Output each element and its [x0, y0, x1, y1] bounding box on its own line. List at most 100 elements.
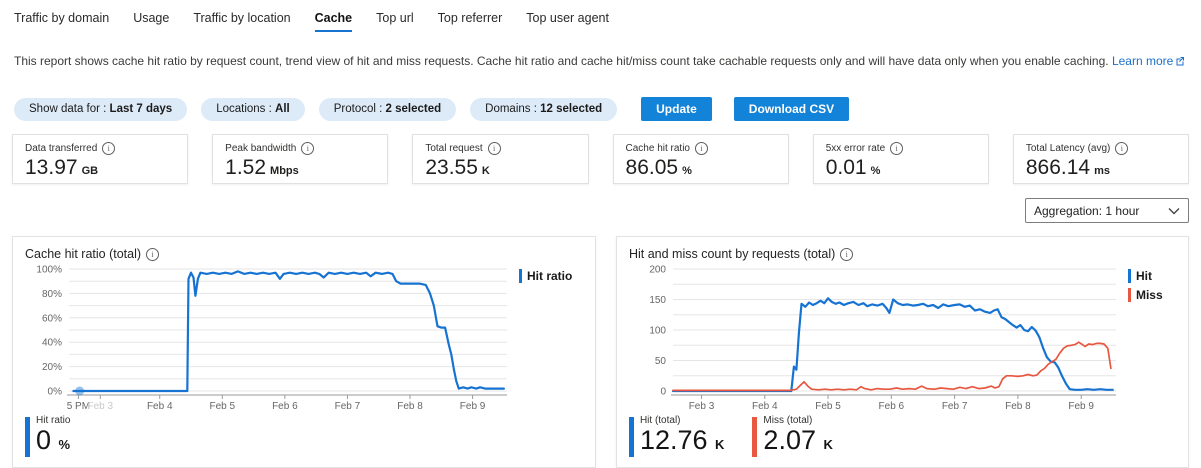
- total-stat-number: 0: [36, 425, 59, 456]
- metric-label-text: Data transferred: [25, 143, 98, 155]
- total-stat-number: 2.07: [763, 425, 824, 456]
- x-axis-tick-label: Feb 6: [272, 401, 298, 412]
- x-axis-tick-label: 5 PM: [67, 401, 90, 412]
- total-stat-hit-total: Hit (total) 12.76 K: [628, 415, 724, 458]
- total-stat-body: Miss (total) 2.07 K: [763, 415, 832, 457]
- metric-card-cache-hit-ratio: Cache hit ratio i 86.05%: [612, 134, 789, 185]
- filter-pill-locations[interactable]: Locations : All: [201, 97, 305, 121]
- tab-top-url[interactable]: Top url: [376, 11, 414, 25]
- learn-more-link[interactable]: Learn more: [1112, 54, 1185, 68]
- filter-pill-value: Last 7 days: [109, 102, 173, 115]
- metric-card-total-latency-avg: Total Latency (avg) i 866.14 ms: [1012, 134, 1190, 185]
- metric-number: 23.55: [425, 156, 478, 180]
- update-button[interactable]: Update: [641, 97, 712, 122]
- legend-item-hit: Hit: [1127, 269, 1163, 284]
- info-icon[interactable]: i: [1115, 142, 1129, 156]
- legend-swatch-icon: [1127, 288, 1131, 303]
- total-stat-number: 12.76: [639, 425, 716, 456]
- info-icon[interactable]: i: [840, 247, 854, 261]
- aggregation-dropdown[interactable]: Aggregation: 1 hour: [1025, 198, 1189, 224]
- external-link-icon: [1175, 54, 1185, 70]
- filter-pill-domains[interactable]: Domains : 12 selected: [470, 97, 618, 121]
- y-axis-tick-label: 0: [660, 387, 666, 398]
- metric-number: 0.01: [825, 156, 867, 180]
- y-axis-tick-label: 200: [649, 265, 666, 276]
- x-axis-tick-label: Feb 4: [147, 401, 173, 412]
- series-line-miss: [672, 341, 1112, 392]
- download-csv-button[interactable]: Download CSV: [733, 97, 850, 122]
- data-point-marker: [75, 386, 85, 396]
- filter-pill-value: 12 selected: [540, 102, 603, 115]
- info-icon[interactable]: i: [146, 247, 160, 261]
- metric-label-text: Total request: [425, 143, 483, 155]
- total-stat-value: 0 %: [36, 426, 70, 454]
- legend-label: Miss: [1135, 288, 1163, 303]
- info-icon[interactable]: i: [102, 142, 116, 156]
- tab-top-referrer[interactable]: Top referrer: [437, 11, 503, 25]
- chart-legend: Hit ratio: [519, 263, 573, 284]
- metric-unit: Mbps: [270, 165, 299, 178]
- tab-cache[interactable]: Cache: [314, 11, 353, 32]
- total-stat-body: Hit (total) 12.76 K: [640, 415, 724, 457]
- report-tabs: Traffic by domain Usage Traffic by locatio…: [0, 0, 1201, 32]
- tab-traffic-by-location[interactable]: Traffic by location: [193, 11, 291, 25]
- metric-number: 86.05: [625, 156, 679, 180]
- filter-pill-label: Domains :: [485, 102, 541, 115]
- metric-number: 13.97: [25, 156, 78, 180]
- metric-value: 13.97 GB: [25, 156, 175, 179]
- y-axis-tick-label: 150: [649, 295, 666, 306]
- y-axis-tick-label: 100: [649, 326, 666, 337]
- tab-traffic-by-domain[interactable]: Traffic by domain: [14, 11, 110, 25]
- metric-label: Cache hit ratio i: [626, 142, 776, 156]
- filter-pill-value: 2 selected: [385, 102, 442, 115]
- legend-item-miss: Miss: [1127, 288, 1163, 303]
- metric-label: Total Latency (avg) i: [1026, 142, 1176, 156]
- legend-label: Hit ratio: [527, 269, 573, 284]
- filter-pill-protocol[interactable]: Protocol : 2 selected: [318, 97, 457, 121]
- filter-pill-show-data-for[interactable]: Show data for : Last 7 days: [14, 97, 188, 121]
- x-axis-tick-label: Feb 8: [1005, 401, 1031, 412]
- y-axis-tick-label: 0%: [48, 387, 63, 398]
- metric-value: 86.05%: [626, 156, 776, 179]
- total-stat-hit-ratio: Hit ratio 0 %: [25, 415, 70, 458]
- info-icon[interactable]: i: [695, 142, 708, 156]
- metric-label: Total request i: [425, 142, 575, 156]
- metric-unit: K: [481, 165, 490, 178]
- info-icon[interactable]: i: [301, 142, 315, 156]
- x-axis-tick-label: Feb 7: [335, 401, 361, 412]
- hit-miss-count-chart: 0 50 100 150 200 Feb 3 Feb 4 Feb 5 Feb 6 Feb 7 Feb…: [649, 265, 1116, 412]
- total-stat-unit: %: [58, 437, 71, 453]
- metric-value: 0.01%: [826, 156, 976, 179]
- x-axis-tick-label: Feb 8: [397, 401, 423, 412]
- legend-swatch-icon: [1127, 269, 1131, 284]
- chart-title: Hit and miss count by requests (total): [628, 247, 836, 262]
- series-line-hit: [671, 297, 1114, 393]
- series-line-hit-ratio: [72, 270, 505, 393]
- metric-unit: ms: [1094, 165, 1110, 178]
- total-stat-label: Hit (total): [639, 415, 681, 427]
- x-axis-tick-label: Feb 6: [878, 401, 904, 412]
- metric-card-peak-bandwidth: Peak bandwidth i 1.52 Mbps: [212, 134, 389, 185]
- metric-label: Data transferred i: [25, 142, 175, 156]
- x-axis-tick-label: Feb 9: [460, 401, 486, 412]
- metric-value: 23.55 K: [425, 156, 575, 179]
- hit-miss-count-chart-card: Hit and miss count by requests (total) i…: [615, 236, 1189, 468]
- charts-row: Cache hit ratio (total) i 0% 20% 40% 60% 80%…: [12, 236, 1189, 468]
- tab-top-user-agent[interactable]: Top user agent: [526, 11, 609, 25]
- total-stat-bar: [752, 417, 758, 458]
- info-icon[interactable]: i: [890, 142, 904, 156]
- metric-value: 866.14 ms: [1026, 156, 1176, 179]
- total-stat-miss-total: Miss (total) 2.07 K: [752, 415, 833, 458]
- x-axis-tick-label: Feb 7: [942, 401, 968, 412]
- metric-label: Peak bandwidth i: [225, 142, 375, 156]
- filter-pill-label: Locations :: [216, 102, 276, 115]
- x-axis-tick-label: Feb 5: [815, 401, 841, 412]
- x-axis-tick-label: Feb 3: [689, 401, 715, 412]
- metric-card-data-transferred: Data transferred i 13.97 GB: [12, 134, 189, 185]
- tab-usage[interactable]: Usage: [133, 11, 170, 25]
- metric-label-text: 5xx error rate: [825, 143, 886, 155]
- metric-card-total-request: Total request i 23.55 K: [412, 134, 589, 185]
- metric-card-5xx-error-rate: 5xx error rate i 0.01%: [812, 134, 989, 185]
- info-icon[interactable]: i: [487, 142, 501, 156]
